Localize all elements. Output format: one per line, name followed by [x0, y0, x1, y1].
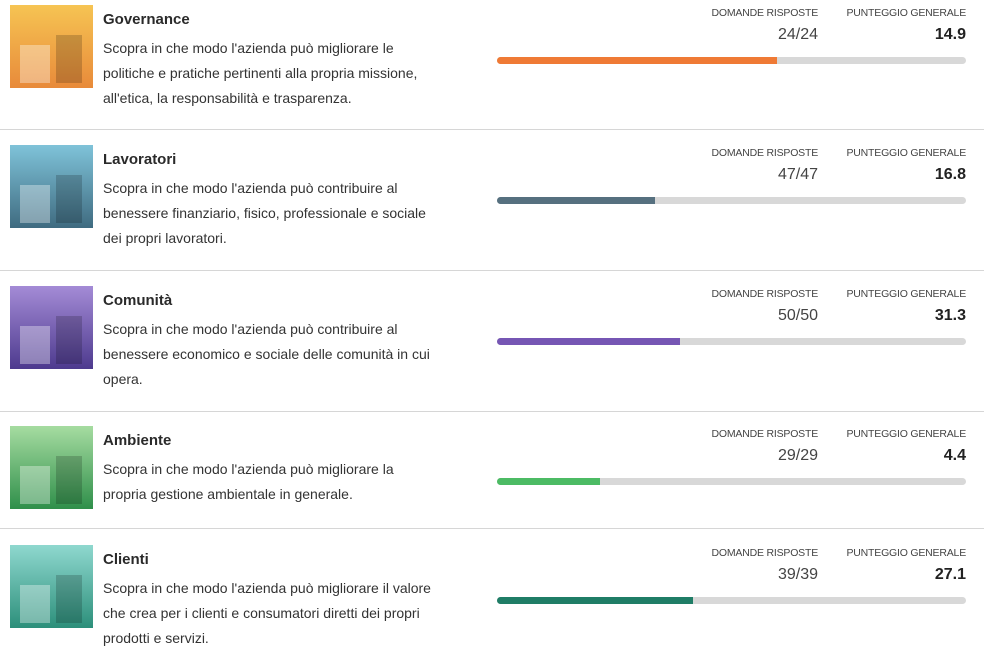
section-description: Scopra in che modo l'azienda può miglior…	[103, 576, 431, 601]
thumbnail	[10, 5, 93, 88]
section-description: Scopra in che modo l'azienda può miglior…	[103, 457, 394, 482]
illustration-building	[56, 35, 82, 83]
section-title: Clienti	[103, 551, 149, 568]
section-description: opera.	[103, 367, 143, 392]
thumbnail	[10, 286, 93, 369]
illustration-building	[20, 585, 50, 623]
answered-count: 29/29	[778, 447, 818, 465]
illustration-building	[56, 575, 82, 623]
section-description: Scopra in che modo l'azienda può miglior…	[103, 36, 394, 61]
score-label: PUNTEGGIO GENERALE	[846, 547, 966, 559]
section-description: all'etica, la responsabilità e trasparen…	[103, 86, 352, 111]
section-description: che crea per i clienti e consumatori dir…	[103, 601, 420, 626]
illustration-building	[56, 316, 82, 364]
section-description: dei propri lavoratori.	[103, 226, 227, 251]
score-label: PUNTEGGIO GENERALE	[846, 147, 966, 159]
divider	[0, 270, 984, 271]
divider	[0, 129, 984, 130]
section-description: politiche e pratiche pertinenti alla pro…	[103, 61, 417, 86]
progress-track	[497, 197, 966, 204]
progress-track	[497, 597, 966, 604]
section-title: Governance	[103, 11, 190, 28]
section-description: prodotti e servizi.	[103, 626, 209, 651]
score-value: 16.8	[935, 166, 966, 184]
section-description: benessere finanziario, fisico, professio…	[103, 201, 426, 226]
answered-label: DOMANDE RISPOSTE	[712, 147, 818, 159]
divider	[0, 528, 984, 529]
illustration-building	[20, 185, 50, 223]
illustration-building	[20, 326, 50, 364]
progress-fill	[497, 597, 693, 604]
progress-track	[497, 57, 966, 64]
score-value: 31.3	[935, 307, 966, 325]
illustration-building	[20, 45, 50, 83]
answered-count: 47/47	[778, 166, 818, 184]
assessment-list: Governance Scopra in che modo l'azienda p…	[0, 0, 984, 647]
score-label: PUNTEGGIO GENERALE	[846, 7, 966, 19]
answered-label: DOMANDE RISPOSTE	[712, 428, 818, 440]
progress-track	[497, 338, 966, 345]
score-value: 27.1	[935, 566, 966, 584]
section-description: Scopra in che modo l'azienda può contrib…	[103, 317, 398, 342]
answered-label: DOMANDE RISPOSTE	[712, 547, 818, 559]
illustration-building	[56, 175, 82, 223]
thumbnail	[10, 426, 93, 509]
answered-label: DOMANDE RISPOSTE	[712, 288, 818, 300]
answered-count: 50/50	[778, 307, 818, 325]
answered-count: 39/39	[778, 566, 818, 584]
illustration-building	[20, 466, 50, 504]
divider	[0, 411, 984, 412]
answered-label: DOMANDE RISPOSTE	[712, 7, 818, 19]
section-title: Comunità	[103, 292, 172, 309]
answered-count: 24/24	[778, 26, 818, 44]
progress-fill	[497, 478, 600, 485]
progress-fill	[497, 197, 655, 204]
thumbnail	[10, 145, 93, 228]
section-description: Scopra in che modo l'azienda può contrib…	[103, 176, 398, 201]
progress-track	[497, 478, 966, 485]
section-title: Ambiente	[103, 432, 171, 449]
thumbnail	[10, 545, 93, 628]
score-label: PUNTEGGIO GENERALE	[846, 428, 966, 440]
score-value: 14.9	[935, 26, 966, 44]
progress-fill	[497, 57, 777, 64]
section-title: Lavoratori	[103, 151, 176, 168]
section-description: propria gestione ambientale in generale.	[103, 482, 353, 507]
illustration-building	[56, 456, 82, 504]
progress-fill	[497, 338, 680, 345]
score-label: PUNTEGGIO GENERALE	[846, 288, 966, 300]
score-value: 4.4	[944, 447, 966, 465]
section-description: benessere economico e sociale delle comu…	[103, 342, 430, 367]
